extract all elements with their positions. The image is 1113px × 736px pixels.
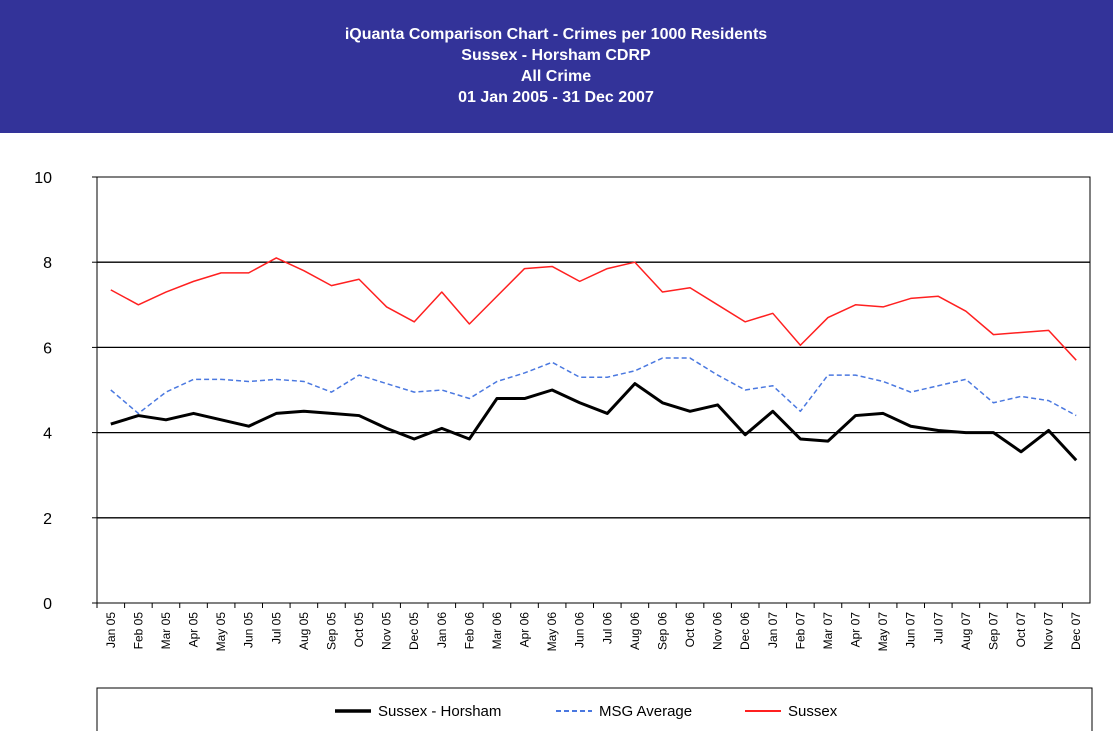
x-tick-label: Sep 07: [986, 612, 1000, 650]
series-line: [110, 382, 1078, 462]
x-tick-label: Oct 07: [1014, 612, 1028, 648]
x-tick-label: Apr 05: [187, 612, 201, 648]
x-tick-label: Sep 06: [655, 612, 669, 650]
x-tick-label: Jun 07: [904, 612, 918, 648]
x-tick-label: Mar 05: [159, 612, 173, 650]
x-tick-label: Oct 06: [683, 612, 697, 648]
legend-label: Sussex: [788, 703, 838, 720]
x-tick-label: Jan 07: [766, 612, 780, 648]
chart-title: iQuanta Comparison Chart - Crimes per 10…: [345, 26, 767, 43]
chart-subtitle: 01 Jan 2005 - 31 Dec 2007: [458, 89, 654, 106]
x-tick-label: Jan 06: [435, 612, 449, 648]
legend-label: MSG Average: [599, 703, 692, 720]
chart-subtitle: All Crime: [521, 68, 591, 85]
y-tick-label: 6: [43, 340, 52, 357]
y-tick-label: 4: [43, 426, 52, 443]
x-tick-label: Jun 05: [242, 612, 256, 648]
x-tick-label: Feb 06: [462, 612, 476, 650]
x-tick-label: May 05: [214, 612, 228, 652]
x-tick-label: Mar 07: [821, 612, 835, 650]
x-tick-label: Jun 06: [573, 612, 587, 648]
x-tick-label: Nov 06: [711, 612, 725, 650]
x-tick-label: Feb 07: [793, 612, 807, 650]
x-tick-label: Oct 05: [352, 612, 366, 648]
x-tick-label: Dec 07: [1069, 612, 1083, 650]
x-tick-label: Jan 05: [104, 612, 118, 648]
header-band: [0, 0, 1113, 133]
x-tick-label: May 07: [876, 612, 890, 652]
y-tick-label: 10: [34, 170, 52, 187]
chart-subtitle: Sussex - Horsham CDRP: [461, 47, 651, 64]
legend-box: [96, 687, 1093, 736]
legend-label: Sussex - Horsham: [378, 703, 501, 720]
plot-area: [96, 176, 1091, 604]
x-tick-label: Apr 07: [849, 612, 863, 648]
y-tick-label: 0: [43, 596, 52, 613]
x-tick-label: Aug 05: [297, 612, 311, 650]
y-tick-label: 8: [43, 255, 52, 272]
x-tick-label: May 06: [545, 612, 559, 652]
y-tick-label: 2: [43, 511, 52, 528]
x-tick-label: Jul 05: [269, 612, 283, 644]
x-tick-label: Sep 05: [324, 612, 338, 650]
x-tick-label: Dec 05: [407, 612, 421, 650]
x-tick-label: Feb 05: [131, 612, 145, 650]
x-tick-label: Jul 06: [600, 612, 614, 644]
x-tick-label: Nov 05: [380, 612, 394, 650]
x-tick-label: Nov 07: [1042, 612, 1056, 650]
x-tick-label: Mar 06: [490, 612, 504, 650]
x-tick-label: Apr 06: [518, 612, 532, 648]
series-line: [110, 357, 1077, 417]
x-tick-label: Dec 06: [738, 612, 752, 650]
series-line: [110, 257, 1077, 361]
x-tick-label: Aug 06: [628, 612, 642, 650]
x-tick-label: Jul 07: [931, 612, 945, 644]
x-tick-label: Aug 07: [959, 612, 973, 650]
